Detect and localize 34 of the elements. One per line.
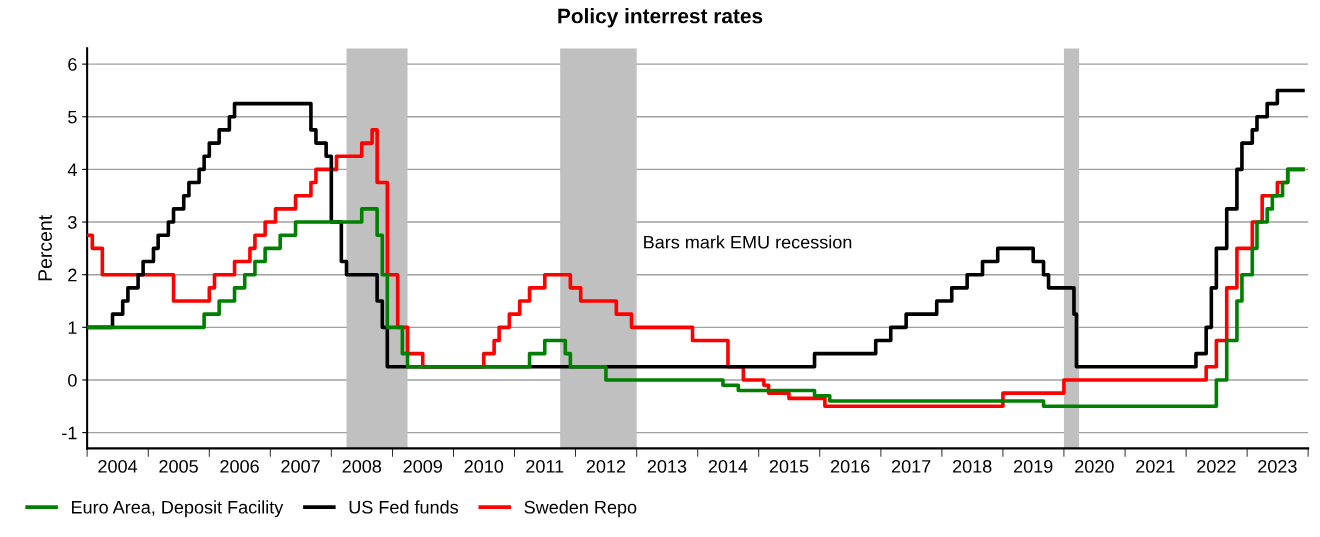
x-tick-label: 2022 xyxy=(1197,459,1236,473)
x-tick-label: 2010 xyxy=(464,459,504,473)
y-axis-title: Percent xyxy=(38,215,52,281)
y-tick-label: 5 xyxy=(68,110,77,124)
x-tick-label: 2013 xyxy=(647,459,687,473)
x-tick-label: 2015 xyxy=(769,459,809,473)
x-tick-label: 2011 xyxy=(526,459,564,473)
chart-title: Policy interrest rates xyxy=(558,8,763,28)
y-tick-label: 0 xyxy=(68,373,77,387)
x-tick-label: 2006 xyxy=(220,459,259,473)
x-tick-label: 2019 xyxy=(1013,459,1053,473)
annotation: Bars mark EMU recession xyxy=(644,235,852,249)
x-tick-label: 2014 xyxy=(708,459,748,473)
x-tick-label: 2017 xyxy=(891,459,931,473)
x-tick-label: 2007 xyxy=(281,459,320,473)
y-tick-label: 6 xyxy=(68,58,77,71)
legend-label: Euro Area, Deposit Facility xyxy=(72,500,284,518)
x-tick-label: 2009 xyxy=(403,459,442,473)
legend-label: US Fed funds xyxy=(349,500,458,514)
x-tick-label: 2012 xyxy=(586,459,626,473)
y-tick-label: 3 xyxy=(68,215,77,229)
legend-label: Sweden Repo xyxy=(524,500,637,518)
x-tick-label: 2004 xyxy=(98,459,138,473)
x-tick-label: 2021 xyxy=(1136,459,1175,473)
y-tick-label: 2 xyxy=(68,268,77,282)
y-tick-label: -1 xyxy=(62,426,77,440)
x-tick-label: 2020 xyxy=(1075,459,1114,473)
x-tick-label: 2023 xyxy=(1258,459,1297,473)
x-tick-label: 2008 xyxy=(342,459,382,473)
y-tick-label: 4 xyxy=(67,163,77,176)
x-tick-label: 2018 xyxy=(952,459,992,473)
y-tick-label: 1 xyxy=(68,321,77,334)
x-tick-label: 2005 xyxy=(159,459,198,473)
x-tick-label: 2016 xyxy=(830,459,870,473)
